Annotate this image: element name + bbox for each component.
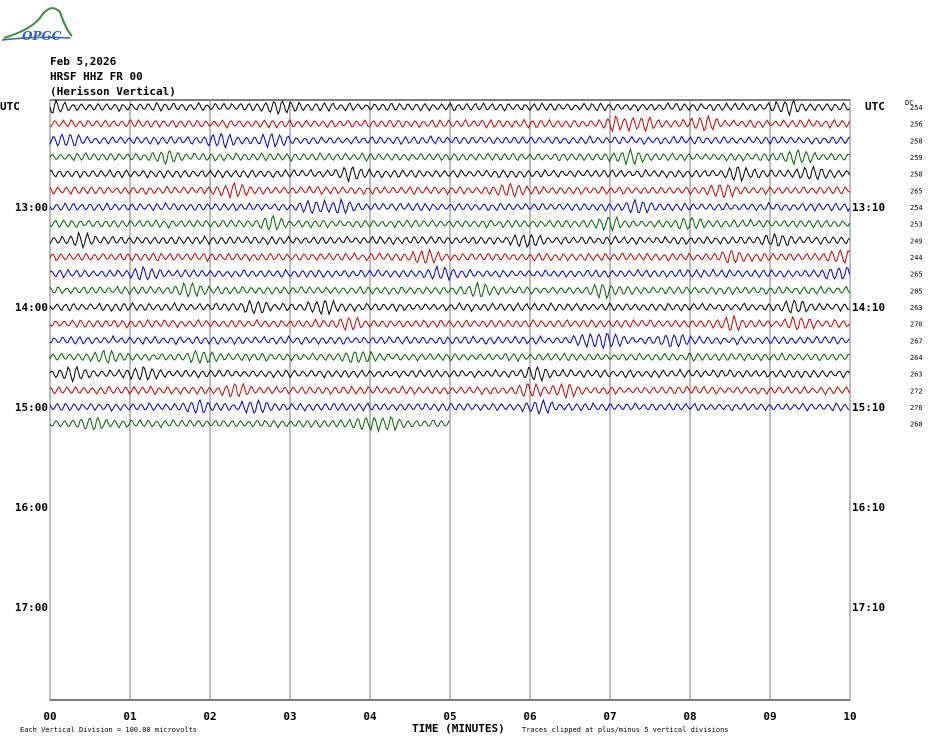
seismic-trace (49, 332, 850, 350)
dc-value: 276 (910, 404, 923, 412)
seismic-trace (49, 365, 850, 384)
x-tick-label: 07 (603, 710, 616, 723)
seismic-trace (49, 416, 450, 434)
seismic-trace (49, 313, 850, 332)
seismic-trace (49, 382, 850, 400)
dc-value: 258 (910, 171, 923, 179)
footer-note: Each Vertical Division = 100.00 microvol… (20, 726, 197, 734)
dc-value: 244 (910, 254, 923, 262)
seismic-trace (49, 281, 850, 300)
x-tick-label: 04 (363, 710, 377, 723)
dc-value: 270 (910, 321, 923, 329)
time-label: 17:00 (15, 601, 48, 614)
time-label: 13:00 (15, 201, 48, 214)
time-label: 16:10 (852, 501, 885, 514)
dc-value: 254 (910, 204, 923, 212)
logo-text: OPGC (22, 29, 62, 43)
dc-value: 272 (910, 387, 923, 395)
time-label: 16:00 (15, 501, 48, 514)
seismic-trace (49, 248, 850, 265)
dc-value: 264 (910, 354, 923, 362)
seismic-trace (49, 132, 850, 150)
station-name: (Herisson Vertical) (50, 85, 176, 98)
x-tick-label: 00 (43, 710, 56, 723)
time-label: 14:00 (15, 301, 48, 314)
x-axis-label: TIME (MINUTES) (412, 722, 505, 735)
time-label: 14:10 (852, 301, 885, 314)
dc-value: 267 (910, 337, 923, 345)
time-label: 17:10 (852, 601, 885, 614)
x-tick-label: 09 (763, 710, 776, 723)
x-tick-label: 05 (443, 710, 456, 723)
seismic-trace (49, 214, 850, 233)
dc-value: 268 (910, 421, 923, 429)
x-tick-label: 03 (283, 710, 296, 723)
time-label: 13:10 (852, 201, 885, 214)
x-tick-label: 02 (203, 710, 216, 723)
seismic-trace (49, 98, 850, 117)
dc-value: 256 (910, 121, 923, 129)
seismic-trace (49, 164, 850, 184)
station-code: HRSF HHZ FR 00 (50, 70, 143, 83)
utc-label: UTC (865, 100, 885, 113)
dc-value: 254 (910, 104, 923, 112)
time-label: 15:00 (15, 401, 48, 414)
dc-value: 249 (910, 237, 923, 245)
seismic-trace (49, 114, 850, 133)
seismic-trace (49, 197, 850, 215)
time-label: 15:10 (852, 401, 885, 414)
seismic-trace (49, 182, 850, 200)
seismic-trace (49, 398, 850, 416)
dc-value: 285 (910, 287, 923, 295)
seismic-trace (49, 264, 850, 282)
x-tick-label: 10 (843, 710, 856, 723)
dc-value: 253 (910, 221, 923, 229)
dc-value: 258 (910, 137, 923, 145)
dc-value: 259 (910, 154, 923, 162)
seismic-trace (49, 230, 850, 250)
dc-value: 263 (910, 371, 923, 379)
footer-note: Traces clipped at plus/minus 5 vertical … (522, 726, 729, 734)
seismic-trace (49, 147, 850, 166)
seismic-trace (49, 349, 850, 365)
dc-value: 265 (910, 271, 923, 279)
seismic-trace (49, 298, 850, 316)
dc-value: 265 (910, 187, 923, 195)
dc-value: 263 (910, 304, 923, 312)
utc-label: UTC (0, 100, 20, 113)
x-tick-label: 06 (523, 710, 537, 723)
logo: OPGC (1, 7, 73, 43)
chart-title: Feb 5,2026 (50, 55, 117, 68)
dc-label: DC (905, 99, 913, 107)
x-tick-label: 08 (683, 710, 696, 723)
x-tick-label: 01 (123, 710, 137, 723)
